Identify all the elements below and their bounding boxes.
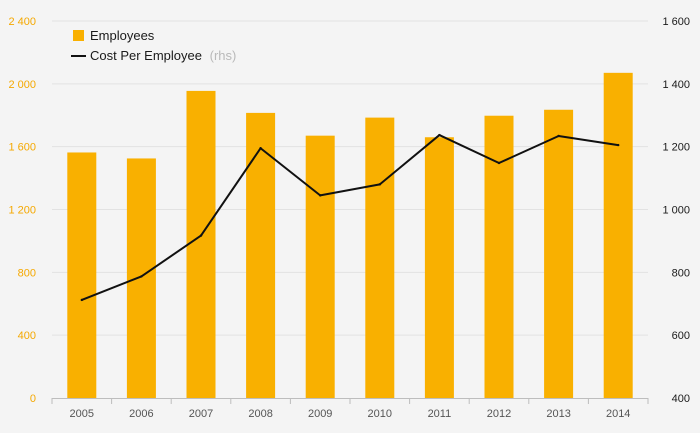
point-cost-per-employee-2006 bbox=[140, 275, 143, 278]
x-tick-label-2014: 2014 bbox=[606, 408, 630, 420]
bar-employees-2010 bbox=[365, 117, 395, 398]
x-tick-label-2013: 2013 bbox=[546, 408, 570, 420]
right-y-tick-label: 400 bbox=[672, 393, 690, 405]
cost-per-employee-line bbox=[80, 133, 620, 302]
bar-employees-2006 bbox=[126, 158, 156, 398]
legend-label-cost-per-employee-name: Cost Per Employee bbox=[90, 48, 202, 63]
point-cost-per-employee-2005 bbox=[80, 298, 84, 302]
point-cost-per-employee-2008 bbox=[259, 147, 262, 150]
legend-swatch-employees bbox=[73, 30, 84, 41]
right-y-axis: 400 600 800 1 000 1 200 1 400 1 600 bbox=[662, 16, 690, 405]
legend-label-employees: Employees bbox=[90, 28, 155, 43]
point-cost-per-employee-2012 bbox=[497, 161, 501, 165]
left-y-axis: 0 400 800 1 200 1 600 2 000 2 400 bbox=[8, 16, 36, 405]
left-y-tick-label: 1 600 bbox=[8, 142, 36, 154]
bar-employees-2009 bbox=[305, 135, 335, 398]
x-tick-label-2009: 2009 bbox=[308, 408, 332, 420]
legend: Employees Cost Per Employee (rhs) bbox=[71, 28, 236, 63]
left-y-tick-label: 2 400 bbox=[8, 16, 36, 28]
x-tick-label-2010: 2010 bbox=[368, 408, 392, 420]
x-tick-label-2008: 2008 bbox=[248, 408, 272, 420]
bar-employees-2014 bbox=[603, 72, 633, 399]
right-y-tick-label: 1 600 bbox=[662, 16, 690, 28]
bar-employees-2007 bbox=[186, 90, 216, 398]
x-tick-label-2011: 2011 bbox=[428, 408, 452, 420]
left-y-tick-label: 1 200 bbox=[8, 205, 36, 217]
employees-bars bbox=[67, 72, 633, 399]
x-tick-label-2005: 2005 bbox=[70, 408, 94, 420]
bar-employees-2011 bbox=[424, 137, 454, 398]
legend-label-cost-per-employee: Cost Per Employee (rhs) bbox=[90, 48, 236, 63]
point-cost-per-employee-2009 bbox=[319, 194, 322, 197]
x-tick-label-2007: 2007 bbox=[189, 408, 213, 420]
point-cost-per-employee-2011 bbox=[438, 133, 441, 137]
bar-employees-2005 bbox=[67, 152, 97, 398]
left-y-tick-label: 800 bbox=[18, 267, 36, 279]
right-y-tick-label: 1 200 bbox=[662, 142, 690, 154]
x-tick-label-2006: 2006 bbox=[129, 408, 153, 420]
x-tick-label-2012: 2012 bbox=[487, 408, 511, 420]
line-cost-per-employee bbox=[81, 134, 619, 301]
point-cost-per-employee-2010 bbox=[378, 183, 381, 186]
right-y-tick-label: 800 bbox=[672, 267, 690, 279]
left-y-tick-label: 2 000 bbox=[8, 79, 36, 91]
x-axis: 2005 2006 2007 2008 2009 2010 2011 2012 2013 2014 bbox=[51, 398, 649, 420]
right-y-tick-label: 1 000 bbox=[662, 205, 690, 217]
point-cost-per-employee-2013 bbox=[557, 134, 560, 138]
legend-label-rhs-suffix: (rhs) bbox=[210, 48, 237, 63]
right-y-tick-label: 600 bbox=[672, 330, 690, 342]
left-y-tick-label: 400 bbox=[18, 330, 36, 342]
left-y-tick-label: 0 bbox=[30, 393, 36, 405]
right-y-tick-label: 1 400 bbox=[662, 79, 690, 91]
point-cost-per-employee-2014 bbox=[617, 143, 620, 147]
bar-employees-2013 bbox=[544, 109, 574, 399]
bar-employees-2008 bbox=[246, 112, 276, 399]
point-cost-per-employee-2007 bbox=[199, 234, 203, 237]
